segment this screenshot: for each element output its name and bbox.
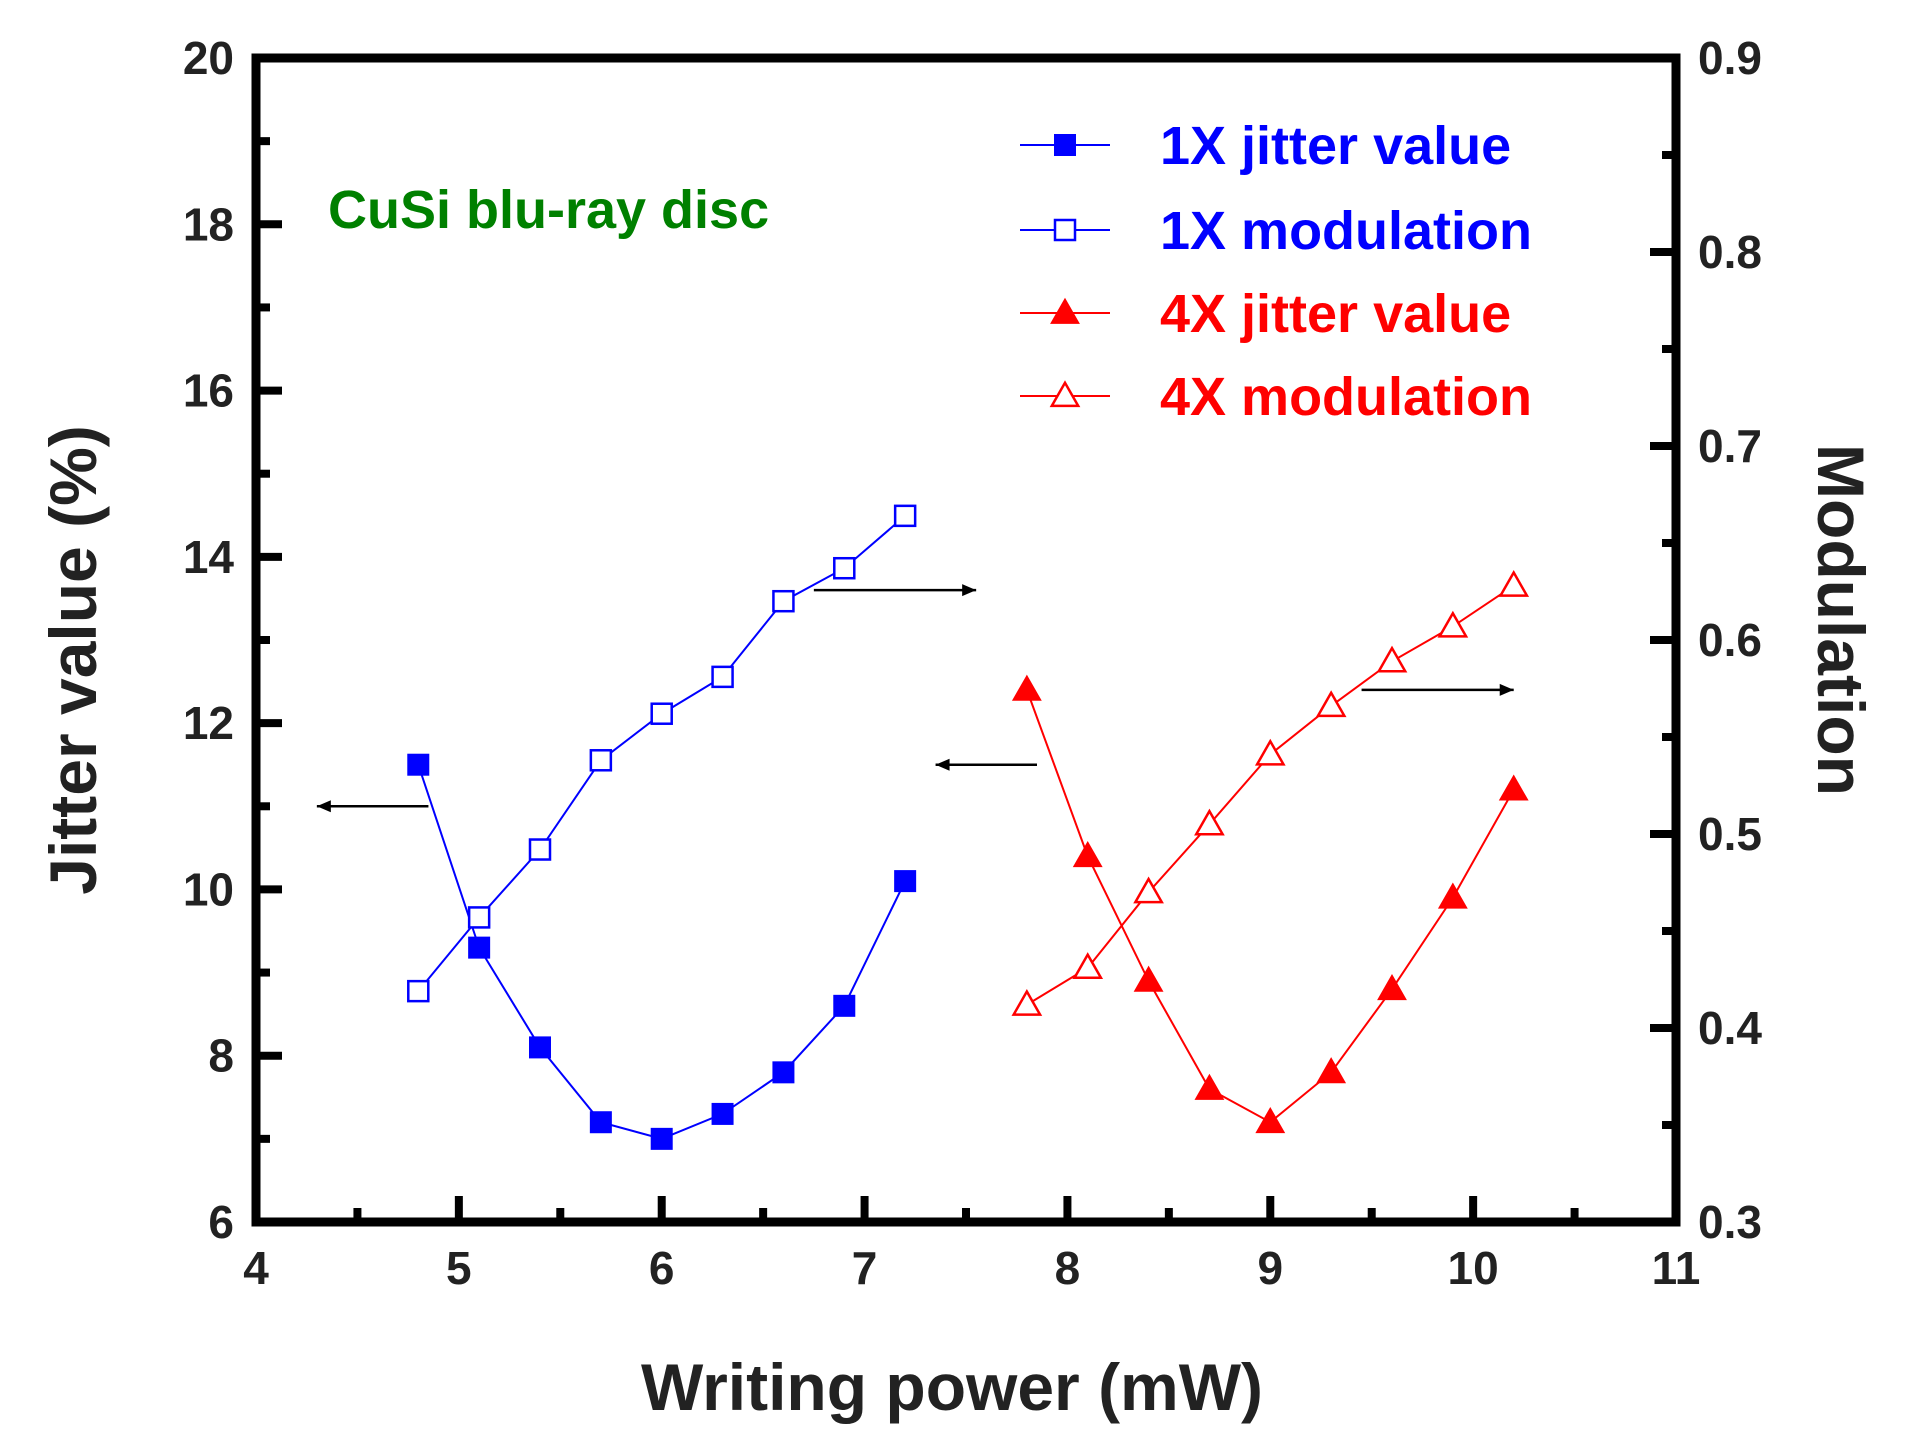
data-point [1376, 645, 1408, 673]
y-right-tick-label: 0.3 [1698, 1196, 1762, 1248]
y-right-tick-label: 0.8 [1698, 226, 1762, 278]
legend-item: 1X jitter value [1020, 116, 1511, 176]
data-point [529, 1036, 551, 1059]
legend-label: 4X jitter value [1160, 284, 1511, 344]
data-point [1011, 674, 1042, 701]
tick-labels: 4 5 6 7 8 9 10 11 6 8 10 12 14 16 18 20 0.3 0.4 0.5 0.6 0.7 0… [183, 32, 1763, 1294]
x-tick-label: 5 [446, 1242, 472, 1294]
x-tick-label: 4 [243, 1242, 269, 1294]
x-axis-title: Writing power (mW) [641, 1350, 1263, 1424]
data-point [650, 1127, 673, 1150]
y-left-tick-label: 12 [183, 697, 234, 749]
y-axis-right-title: Modulation [1804, 444, 1878, 796]
legend-marker [1054, 134, 1076, 156]
y-right-tick-label: 0.5 [1698, 808, 1762, 860]
y-left-tick-label: 8 [208, 1030, 234, 1082]
y-right-tick-label: 0.6 [1698, 614, 1762, 666]
x-tick-label: 7 [852, 1242, 878, 1294]
data-point [1437, 610, 1469, 638]
legend-label: 4X modulation [1160, 367, 1532, 427]
arrow-head [935, 758, 950, 771]
y-left-tick-label: 16 [183, 365, 234, 417]
x-tick-label: 6 [649, 1242, 675, 1294]
legend-item: 4X modulation [1020, 367, 1532, 427]
data-point [589, 749, 613, 772]
data-point [772, 1061, 795, 1084]
data-point [468, 936, 491, 959]
axis-ticks [252, 54, 1680, 1226]
data-point [1011, 989, 1043, 1016]
y-left-tick-label: 6 [208, 1196, 234, 1248]
data-point [407, 979, 430, 1003]
data-point [1498, 774, 1529, 801]
data-point [1315, 690, 1347, 718]
series-line [417, 515, 906, 992]
legend-marker [1049, 380, 1081, 408]
data-point [1254, 738, 1286, 766]
y-right-tick-label: 0.4 [1698, 1002, 1762, 1054]
legend-item: 1X modulation [1020, 201, 1532, 261]
legend-label: 1X modulation [1160, 201, 1532, 261]
arrow-head [316, 800, 331, 813]
x-tick-label: 9 [1257, 1242, 1283, 1294]
series-line [417, 764, 907, 1140]
data-point [467, 906, 491, 929]
series-line [1026, 584, 1515, 1006]
series-2 [407, 504, 917, 1003]
y-right-tick-label: 0.9 [1698, 32, 1762, 84]
legend-item: 4X jitter value [1020, 284, 1511, 344]
data-point [894, 870, 917, 893]
data-point [833, 994, 856, 1017]
y-left-tick-label: 18 [183, 198, 234, 250]
x-tick-label: 8 [1055, 1242, 1081, 1294]
y-left-tick-label: 20 [183, 32, 234, 84]
y-axis-left-title: Jitter value (%) [36, 425, 110, 894]
annotation-label: CuSi blu-ray disc [328, 180, 769, 240]
legend: 1X jitter value 1X modulation 4X jitter va… [1020, 116, 1532, 427]
series-4 [1011, 569, 1530, 1016]
data-point [1498, 569, 1530, 597]
series-1 [407, 753, 917, 1150]
data-point [893, 504, 917, 528]
data-point [1194, 1073, 1225, 1100]
x-tick-label: 10 [1448, 1242, 1499, 1294]
y-right-tick-label: 0.7 [1698, 420, 1762, 472]
data-point [772, 589, 795, 613]
data-point [833, 556, 856, 580]
legend-marker [1053, 218, 1077, 242]
legend-marker [1050, 297, 1080, 324]
data-point [1377, 973, 1407, 1001]
data-point [1255, 1107, 1286, 1134]
data-point [711, 665, 734, 689]
data-point [407, 753, 430, 776]
series-layer [407, 504, 1530, 1150]
y-left-tick-label: 14 [183, 531, 235, 583]
arrow-head [1499, 683, 1514, 696]
series-3 [1011, 674, 1529, 1134]
y-left-tick-label: 10 [183, 863, 234, 915]
data-point [1133, 876, 1164, 904]
data-point [1072, 840, 1103, 868]
arrow-annotations [316, 584, 1514, 813]
data-point [1194, 808, 1225, 836]
data-point [589, 1111, 612, 1134]
data-point [1072, 952, 1104, 980]
x-tick-label: 11 [1652, 1242, 1701, 1294]
data-point [1437, 882, 1468, 909]
data-point [1316, 1057, 1347, 1084]
data-point [711, 1102, 734, 1125]
data-point [528, 838, 552, 861]
data-point [1133, 965, 1164, 992]
legend-label: 1X jitter value [1160, 116, 1511, 176]
data-point [650, 702, 673, 725]
arrow-head [962, 584, 977, 597]
